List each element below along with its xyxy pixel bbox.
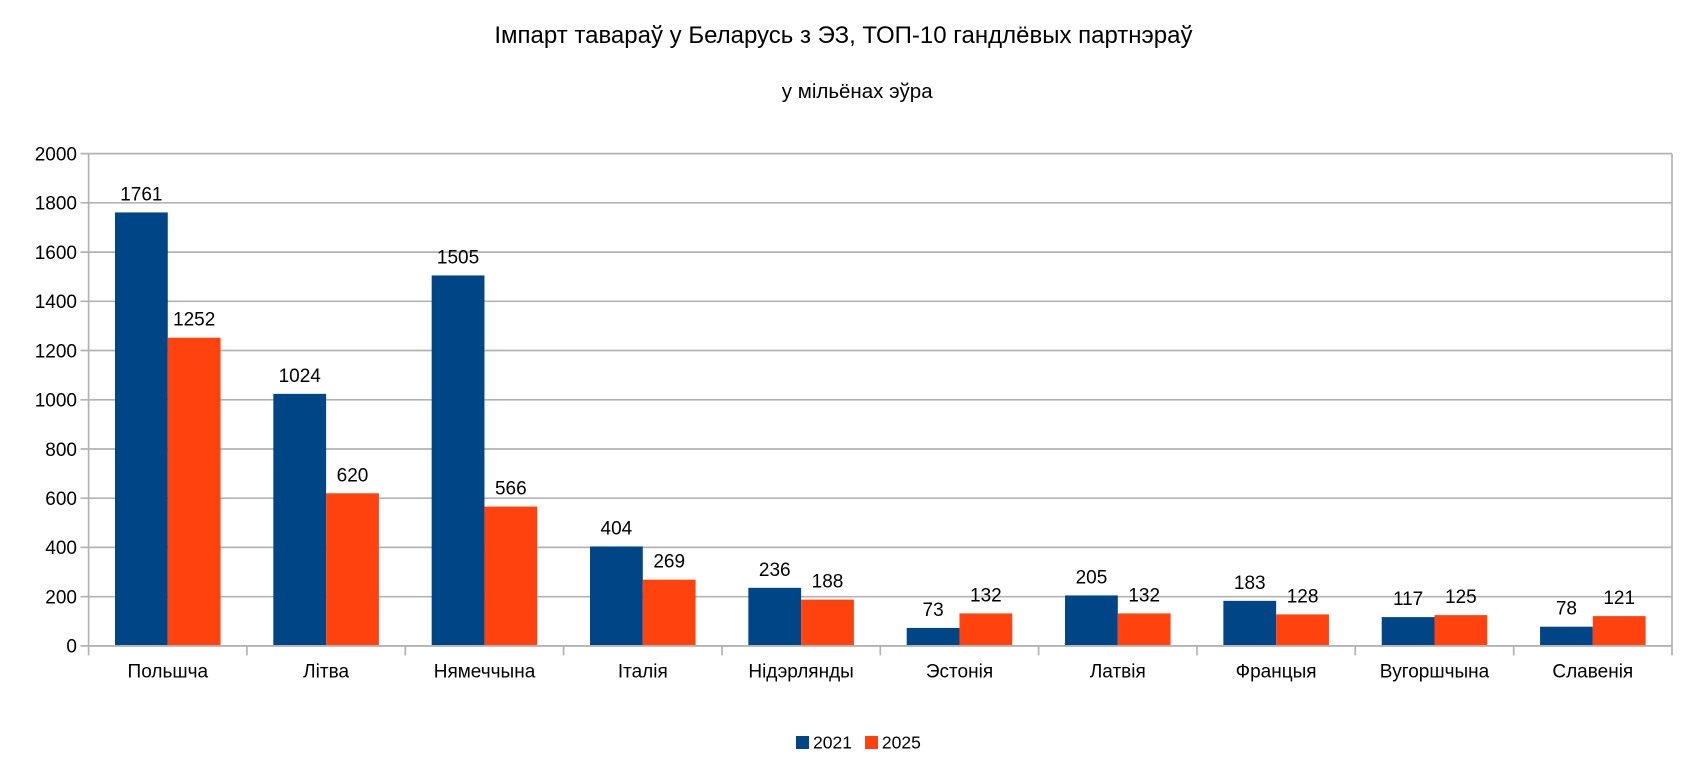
svg-text:800: 800 <box>45 440 77 461</box>
svg-text:1761: 1761 <box>120 184 162 205</box>
svg-text:2000: 2000 <box>35 144 77 165</box>
svg-text:Польшча: Польшча <box>128 662 209 683</box>
svg-text:0: 0 <box>66 637 77 658</box>
svg-text:Славенія: Славенія <box>1552 662 1633 683</box>
svg-text:1024: 1024 <box>279 366 322 387</box>
svg-text:78: 78 <box>1556 599 1577 620</box>
svg-text:Італія: Італія <box>618 662 668 683</box>
svg-text:400: 400 <box>45 538 77 559</box>
svg-text:183: 183 <box>1234 573 1266 594</box>
svg-text:Нідэрлянды: Нідэрлянды <box>748 662 853 683</box>
svg-text:2025: 2025 <box>882 733 921 753</box>
svg-text:128: 128 <box>1287 586 1319 607</box>
svg-text:188: 188 <box>812 572 844 593</box>
svg-text:566: 566 <box>495 479 527 500</box>
svg-text:73: 73 <box>923 600 944 621</box>
svg-text:1505: 1505 <box>437 247 479 268</box>
svg-text:1800: 1800 <box>35 194 77 215</box>
svg-text:Літва: Літва <box>303 662 349 683</box>
svg-text:132: 132 <box>1128 585 1160 606</box>
svg-text:Латвія: Латвія <box>1090 662 1146 683</box>
svg-text:1600: 1600 <box>35 243 77 264</box>
svg-text:236: 236 <box>759 560 791 581</box>
svg-text:2021: 2021 <box>813 733 852 753</box>
svg-text:117: 117 <box>1393 589 1423 610</box>
svg-text:1400: 1400 <box>35 292 77 313</box>
svg-text:1252: 1252 <box>173 310 215 331</box>
svg-text:600: 600 <box>45 489 77 510</box>
svg-text:Імпарт тавараў у Беларусь з ЭЗ: Імпарт тавараў у Беларусь з ЭЗ, ТОП-10 г… <box>494 22 1192 49</box>
svg-text:Вугоршчына: Вугоршчына <box>1380 662 1490 683</box>
svg-text:Францыя: Францыя <box>1236 662 1317 683</box>
svg-text:121: 121 <box>1603 588 1635 609</box>
svg-text:125: 125 <box>1445 587 1477 608</box>
svg-text:620: 620 <box>337 465 369 486</box>
svg-text:404: 404 <box>601 519 633 540</box>
svg-text:269: 269 <box>653 552 685 573</box>
svg-text:у мільёнах эўра: у мільёнах эўра <box>782 80 933 103</box>
svg-text:132: 132 <box>970 585 1002 606</box>
svg-text:1000: 1000 <box>35 391 77 412</box>
svg-text:Нямеччына: Нямеччына <box>434 662 536 683</box>
svg-text:200: 200 <box>45 588 77 609</box>
svg-text:Эстонія: Эстонія <box>926 662 993 683</box>
svg-text:1200: 1200 <box>35 341 77 362</box>
svg-text:205: 205 <box>1076 567 1108 588</box>
